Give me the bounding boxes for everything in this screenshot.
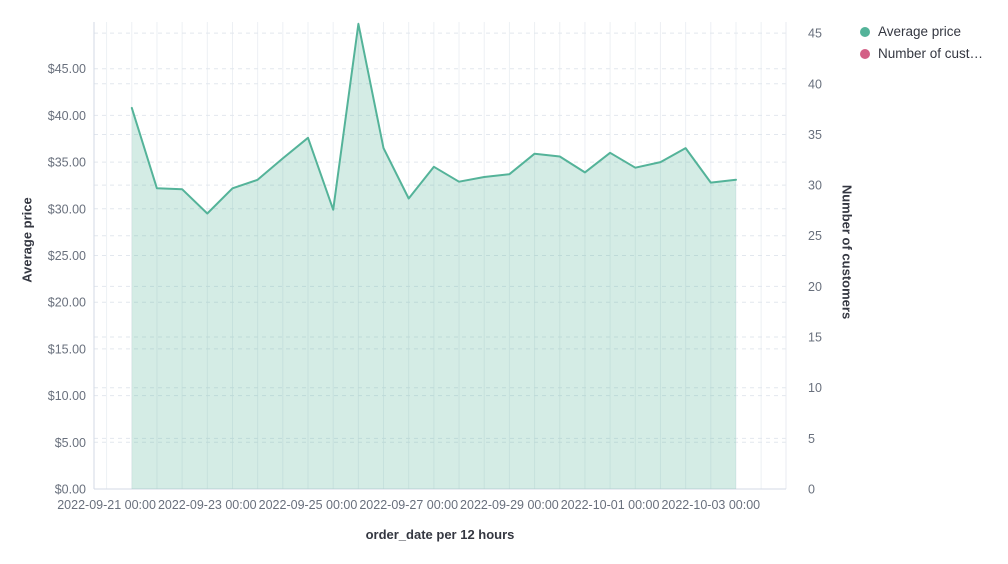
y-right-tick-label: 45 (808, 27, 822, 41)
legend-dot-average-price (860, 26, 870, 37)
y-left-tick-label: $45.00 (48, 62, 86, 76)
y-right-tick-label: 30 (808, 179, 822, 193)
x-axis-title: order_date per 12 hours (365, 527, 515, 542)
y-right-tick-label: 0 (808, 483, 815, 497)
y-right-tick-label: 15 (808, 331, 822, 345)
y-left-tick-label: $5.00 (55, 436, 86, 450)
y-left-tick-label: $25.00 (48, 249, 86, 263)
y-left-tick-label: $15.00 (48, 342, 86, 356)
legend-dot-number-of-customers (860, 48, 870, 59)
x-tick-label: 2022-10-03 00:00 (661, 498, 760, 512)
y-left-tick-label: $30.00 (48, 202, 86, 216)
x-tick-label: 2022-09-21 00:00 (57, 498, 156, 512)
y-left-tick-label: $10.00 (48, 389, 86, 403)
y-axis-title-left: Average price (19, 197, 35, 283)
legend-label-average-price: Average price (878, 24, 962, 39)
y-right-tick-label: 25 (808, 229, 822, 243)
y-right-tick-label: 20 (808, 280, 822, 294)
x-tick-label: 2022-09-29 00:00 (460, 498, 559, 512)
legend-item-number-of-customers[interactable]: Number of cust… (860, 46, 983, 61)
y-left-tick-label: $40.00 (48, 109, 86, 123)
x-tick-label: 2022-09-27 00:00 (359, 498, 458, 512)
x-tick-label: 2022-10-01 00:00 (561, 498, 660, 512)
y-axis-title-right: Number of customers (839, 184, 855, 320)
y-right-tick-label: 40 (808, 77, 822, 91)
x-tick-label: 2022-09-23 00:00 (158, 498, 257, 512)
y-right-tick-label: 35 (808, 128, 822, 142)
legend-item-average-price[interactable]: Average price (860, 24, 983, 39)
series-line (130, 22, 737, 215)
x-tick-label: 2022-09-25 00:00 (259, 498, 358, 512)
y-left-tick-label: $20.00 (48, 296, 86, 310)
series-area-fill (131, 23, 736, 490)
y-right-tick-label: 10 (808, 381, 822, 395)
legend: Average price Number of cust… (860, 24, 983, 61)
y-right-tick-label: 5 (808, 432, 815, 446)
legend-label-number-of-customers: Number of cust… (878, 46, 984, 61)
y-left-tick-label: $0.00 (55, 483, 86, 497)
y-left-tick-label: $35.00 (48, 156, 86, 170)
